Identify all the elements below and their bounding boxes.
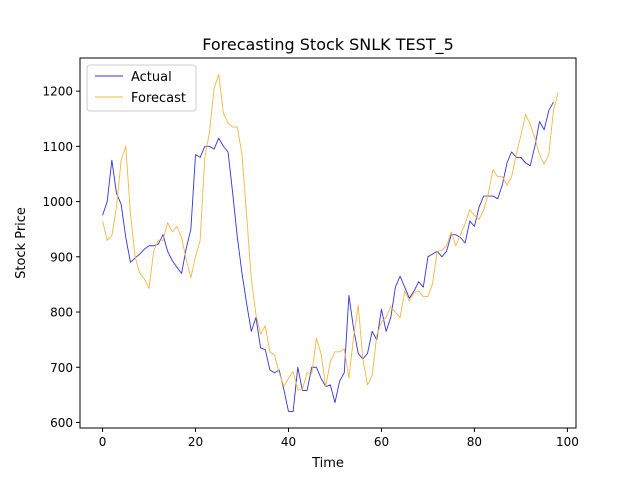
y-tick-label: 900 <box>50 250 73 264</box>
y-tick-label: 1200 <box>42 85 73 99</box>
x-tick-label: 20 <box>188 435 203 449</box>
x-tick-label: 40 <box>281 435 296 449</box>
x-axis-ticks: 0 20 40 60 80 100 <box>99 428 579 449</box>
series-lines <box>102 74 559 412</box>
series-line-forecast <box>102 74 559 390</box>
series-line-actual <box>102 101 554 412</box>
y-tick-label: 1100 <box>42 140 73 154</box>
y-tick-label: 1000 <box>42 195 73 209</box>
x-axis-label: Time <box>311 456 344 471</box>
y-axis-ticks: 600 700 800 900 1000 1100 1200 <box>42 85 80 430</box>
x-tick-label: 0 <box>99 435 107 449</box>
axes-frame <box>79 57 577 429</box>
legend: Actual Forecast <box>86 64 197 112</box>
y-axis-label: Stock Price <box>14 207 29 279</box>
y-tick-label: 600 <box>50 416 73 430</box>
chart-title: Forecasting Stock SNLK TEST_5 <box>202 35 454 55</box>
y-tick-label: 800 <box>50 306 73 320</box>
plot-area-border <box>79 57 577 429</box>
legend-label-forecast: Forecast <box>131 91 186 106</box>
x-tick-label: 80 <box>467 435 482 449</box>
legend-label-actual: Actual <box>131 70 172 85</box>
x-tick-label: 60 <box>374 435 389 449</box>
x-tick-label: 100 <box>556 435 579 449</box>
y-tick-label: 700 <box>50 361 73 375</box>
